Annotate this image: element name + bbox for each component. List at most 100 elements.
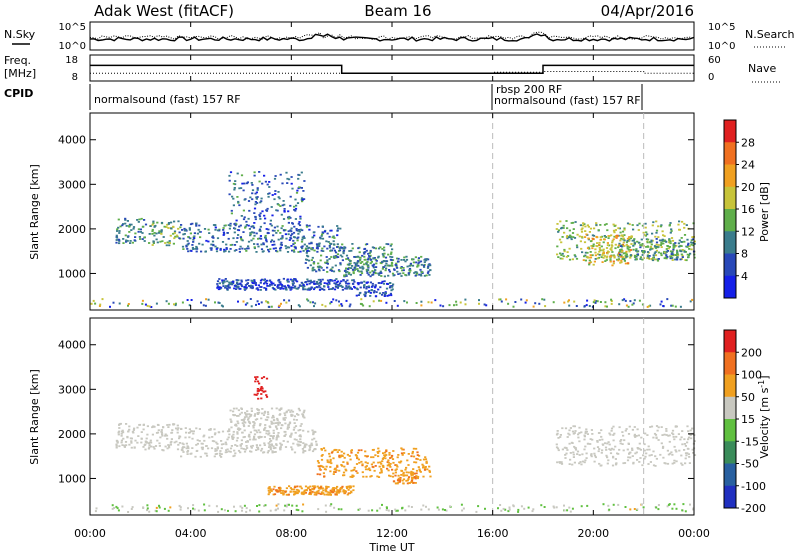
echo-cell <box>166 447 169 450</box>
echo-cell <box>346 485 350 488</box>
echo-cell <box>294 278 297 280</box>
echo-cell <box>239 428 242 430</box>
echo-cell <box>378 282 381 284</box>
echo-cell <box>566 237 569 240</box>
echo-cell <box>676 258 679 261</box>
echo-cell <box>617 259 620 262</box>
noise-tick-high-right: 10^5 <box>708 22 735 33</box>
echo-cell <box>384 455 387 457</box>
echo-cell <box>252 438 255 441</box>
echo-cell <box>153 234 156 237</box>
echo-cell <box>649 247 652 250</box>
echo-cell <box>661 434 664 436</box>
echo-cell <box>414 482 417 484</box>
echo-cell <box>231 243 234 246</box>
echo-cell <box>291 222 294 224</box>
echo-cell <box>329 460 332 463</box>
echo-cell <box>427 265 430 268</box>
echo-cell <box>673 462 676 464</box>
echo-cell <box>357 458 360 461</box>
echo-cell <box>311 281 314 283</box>
echo-cell <box>219 286 222 289</box>
echo-cell <box>269 434 272 437</box>
echo-cell <box>636 459 639 461</box>
echo-cell <box>323 475 326 478</box>
echo-cell <box>275 209 278 212</box>
echo-cell <box>649 245 652 248</box>
echo-cell <box>459 301 462 304</box>
echo-cell <box>188 227 191 229</box>
nave-tick-60: 60 <box>708 55 721 66</box>
echo-cell <box>343 491 346 494</box>
echo-cell <box>276 490 279 493</box>
echo-cell <box>379 261 382 264</box>
echo-cell <box>677 242 680 245</box>
echo-cell <box>150 445 153 448</box>
echo-cell <box>301 247 304 250</box>
echo-cell <box>321 231 324 234</box>
echo-cell <box>396 479 400 481</box>
colorbar-tick-label: 8 <box>741 248 748 261</box>
echo-cell <box>651 232 654 235</box>
echo-cell <box>328 235 331 238</box>
echo-cell <box>346 487 349 490</box>
echo-cell <box>612 448 615 451</box>
echo-cell <box>395 468 398 471</box>
y-tick-label: 1000 <box>58 472 86 485</box>
echo-cell <box>214 224 217 227</box>
echo-cell <box>246 302 249 305</box>
echo-cell <box>397 474 400 477</box>
echo-cell <box>674 258 677 261</box>
echo-cell <box>260 447 264 450</box>
echo-cell <box>216 447 219 450</box>
echo-cell <box>356 268 359 270</box>
echo-cell <box>175 302 177 305</box>
echo-cell <box>250 450 253 453</box>
echo-cell <box>314 448 317 451</box>
echo-cell <box>302 288 305 291</box>
echo-cell <box>248 413 251 415</box>
echo-cell <box>304 248 307 251</box>
echo-cell <box>315 443 318 446</box>
echo-cell <box>268 432 271 435</box>
echo-cell <box>612 439 615 442</box>
echo-cell <box>667 503 670 506</box>
echo-cell <box>629 254 632 256</box>
echo-cell <box>310 442 313 445</box>
echo-cell <box>679 250 682 252</box>
echo-cell <box>263 214 266 217</box>
echo-cell <box>242 448 245 450</box>
echo-cell <box>673 459 676 462</box>
echo-cell <box>402 474 405 477</box>
echo-cell <box>238 204 241 207</box>
echo-cell <box>195 250 198 253</box>
echo-cell <box>293 205 296 208</box>
echo-cell <box>301 413 305 416</box>
echo-cell <box>133 239 136 242</box>
x-tick-label: 00:00 <box>74 527 106 540</box>
echo-cell <box>638 447 641 450</box>
echo-cell <box>251 198 254 201</box>
echo-cell <box>323 288 326 291</box>
echo-cell <box>182 233 185 236</box>
echo-cell <box>366 269 370 271</box>
echo-cell <box>628 240 631 242</box>
echo-cell <box>151 244 154 246</box>
echo-cell <box>259 431 262 434</box>
echo-cell <box>666 505 669 508</box>
echo-cell <box>520 298 523 301</box>
echo-cell <box>217 431 220 434</box>
echo-cell <box>636 508 639 511</box>
echo-cell <box>508 508 511 511</box>
echo-cell <box>256 409 260 411</box>
echo-cell <box>238 248 241 250</box>
echo-cell <box>162 449 165 452</box>
echo-cell <box>624 299 627 302</box>
echo-cell <box>336 489 339 491</box>
echo-cell <box>416 454 419 456</box>
echo-cell <box>166 437 169 440</box>
echo-cell <box>381 458 384 460</box>
echo-cell <box>309 488 312 491</box>
echo-cell <box>580 505 583 508</box>
echo-cell <box>671 239 675 242</box>
